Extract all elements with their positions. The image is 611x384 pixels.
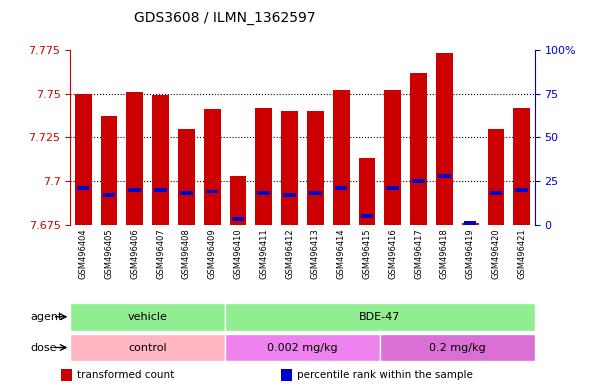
Text: percentile rank within the sample: percentile rank within the sample bbox=[297, 370, 473, 380]
Text: GSM496412: GSM496412 bbox=[285, 228, 294, 279]
Text: vehicle: vehicle bbox=[128, 312, 167, 322]
Bar bbox=[438, 174, 451, 178]
Text: GSM496408: GSM496408 bbox=[182, 228, 191, 279]
Text: BDE-47: BDE-47 bbox=[359, 312, 401, 322]
Bar bbox=[77, 186, 89, 190]
Bar bbox=[489, 191, 502, 195]
Text: dose: dose bbox=[31, 343, 57, 353]
Bar bbox=[335, 186, 348, 190]
Text: GSM496417: GSM496417 bbox=[414, 228, 423, 279]
Bar bbox=[101, 116, 117, 225]
Bar bbox=[307, 111, 324, 225]
Text: GSM496407: GSM496407 bbox=[156, 228, 165, 279]
Bar bbox=[257, 191, 270, 195]
Text: GSM496404: GSM496404 bbox=[79, 228, 87, 279]
Text: GSM496405: GSM496405 bbox=[104, 228, 114, 279]
Bar bbox=[225, 303, 535, 331]
Bar bbox=[75, 94, 92, 225]
Bar bbox=[516, 188, 528, 192]
Bar bbox=[103, 193, 115, 197]
Text: GDS3608 / ILMN_1362597: GDS3608 / ILMN_1362597 bbox=[134, 11, 316, 25]
Bar bbox=[128, 188, 141, 192]
Bar bbox=[386, 186, 399, 190]
Bar bbox=[284, 193, 296, 197]
Bar bbox=[154, 188, 167, 192]
Bar bbox=[230, 176, 246, 225]
Bar bbox=[462, 223, 478, 225]
Text: GSM496421: GSM496421 bbox=[518, 228, 526, 279]
Text: GSM496414: GSM496414 bbox=[337, 228, 346, 279]
Bar bbox=[206, 190, 219, 194]
Text: GSM496419: GSM496419 bbox=[466, 228, 475, 279]
Bar bbox=[70, 303, 225, 331]
Bar bbox=[488, 129, 504, 225]
Bar bbox=[410, 73, 427, 225]
Bar bbox=[204, 109, 221, 225]
Text: GSM496416: GSM496416 bbox=[388, 228, 397, 279]
Bar bbox=[513, 108, 530, 225]
Text: GSM496409: GSM496409 bbox=[208, 228, 217, 279]
Bar bbox=[70, 334, 225, 361]
Text: control: control bbox=[128, 343, 167, 353]
Text: 0.002 mg/kg: 0.002 mg/kg bbox=[267, 343, 338, 353]
Bar bbox=[384, 90, 401, 225]
Bar bbox=[152, 95, 169, 225]
Bar bbox=[412, 179, 425, 183]
Text: GSM496411: GSM496411 bbox=[259, 228, 268, 279]
Bar bbox=[126, 92, 143, 225]
Text: transformed count: transformed count bbox=[77, 370, 174, 380]
Text: GSM496406: GSM496406 bbox=[130, 228, 139, 279]
Bar bbox=[309, 191, 321, 195]
Bar bbox=[360, 214, 373, 218]
Bar bbox=[333, 90, 349, 225]
Bar bbox=[380, 334, 535, 361]
Text: GSM496415: GSM496415 bbox=[362, 228, 371, 279]
Bar bbox=[436, 53, 453, 225]
Bar bbox=[232, 217, 244, 221]
Bar bbox=[281, 111, 298, 225]
Bar bbox=[225, 334, 380, 361]
Text: agent: agent bbox=[31, 312, 63, 322]
Bar bbox=[464, 221, 477, 225]
Bar bbox=[178, 129, 195, 225]
Bar bbox=[180, 191, 192, 195]
Text: GSM496410: GSM496410 bbox=[233, 228, 243, 279]
Text: 0.2 mg/kg: 0.2 mg/kg bbox=[429, 343, 486, 353]
Bar bbox=[255, 108, 272, 225]
Text: GSM496413: GSM496413 bbox=[311, 228, 320, 279]
Text: GSM496420: GSM496420 bbox=[491, 228, 500, 279]
Text: GSM496418: GSM496418 bbox=[440, 228, 449, 279]
Bar bbox=[359, 158, 375, 225]
